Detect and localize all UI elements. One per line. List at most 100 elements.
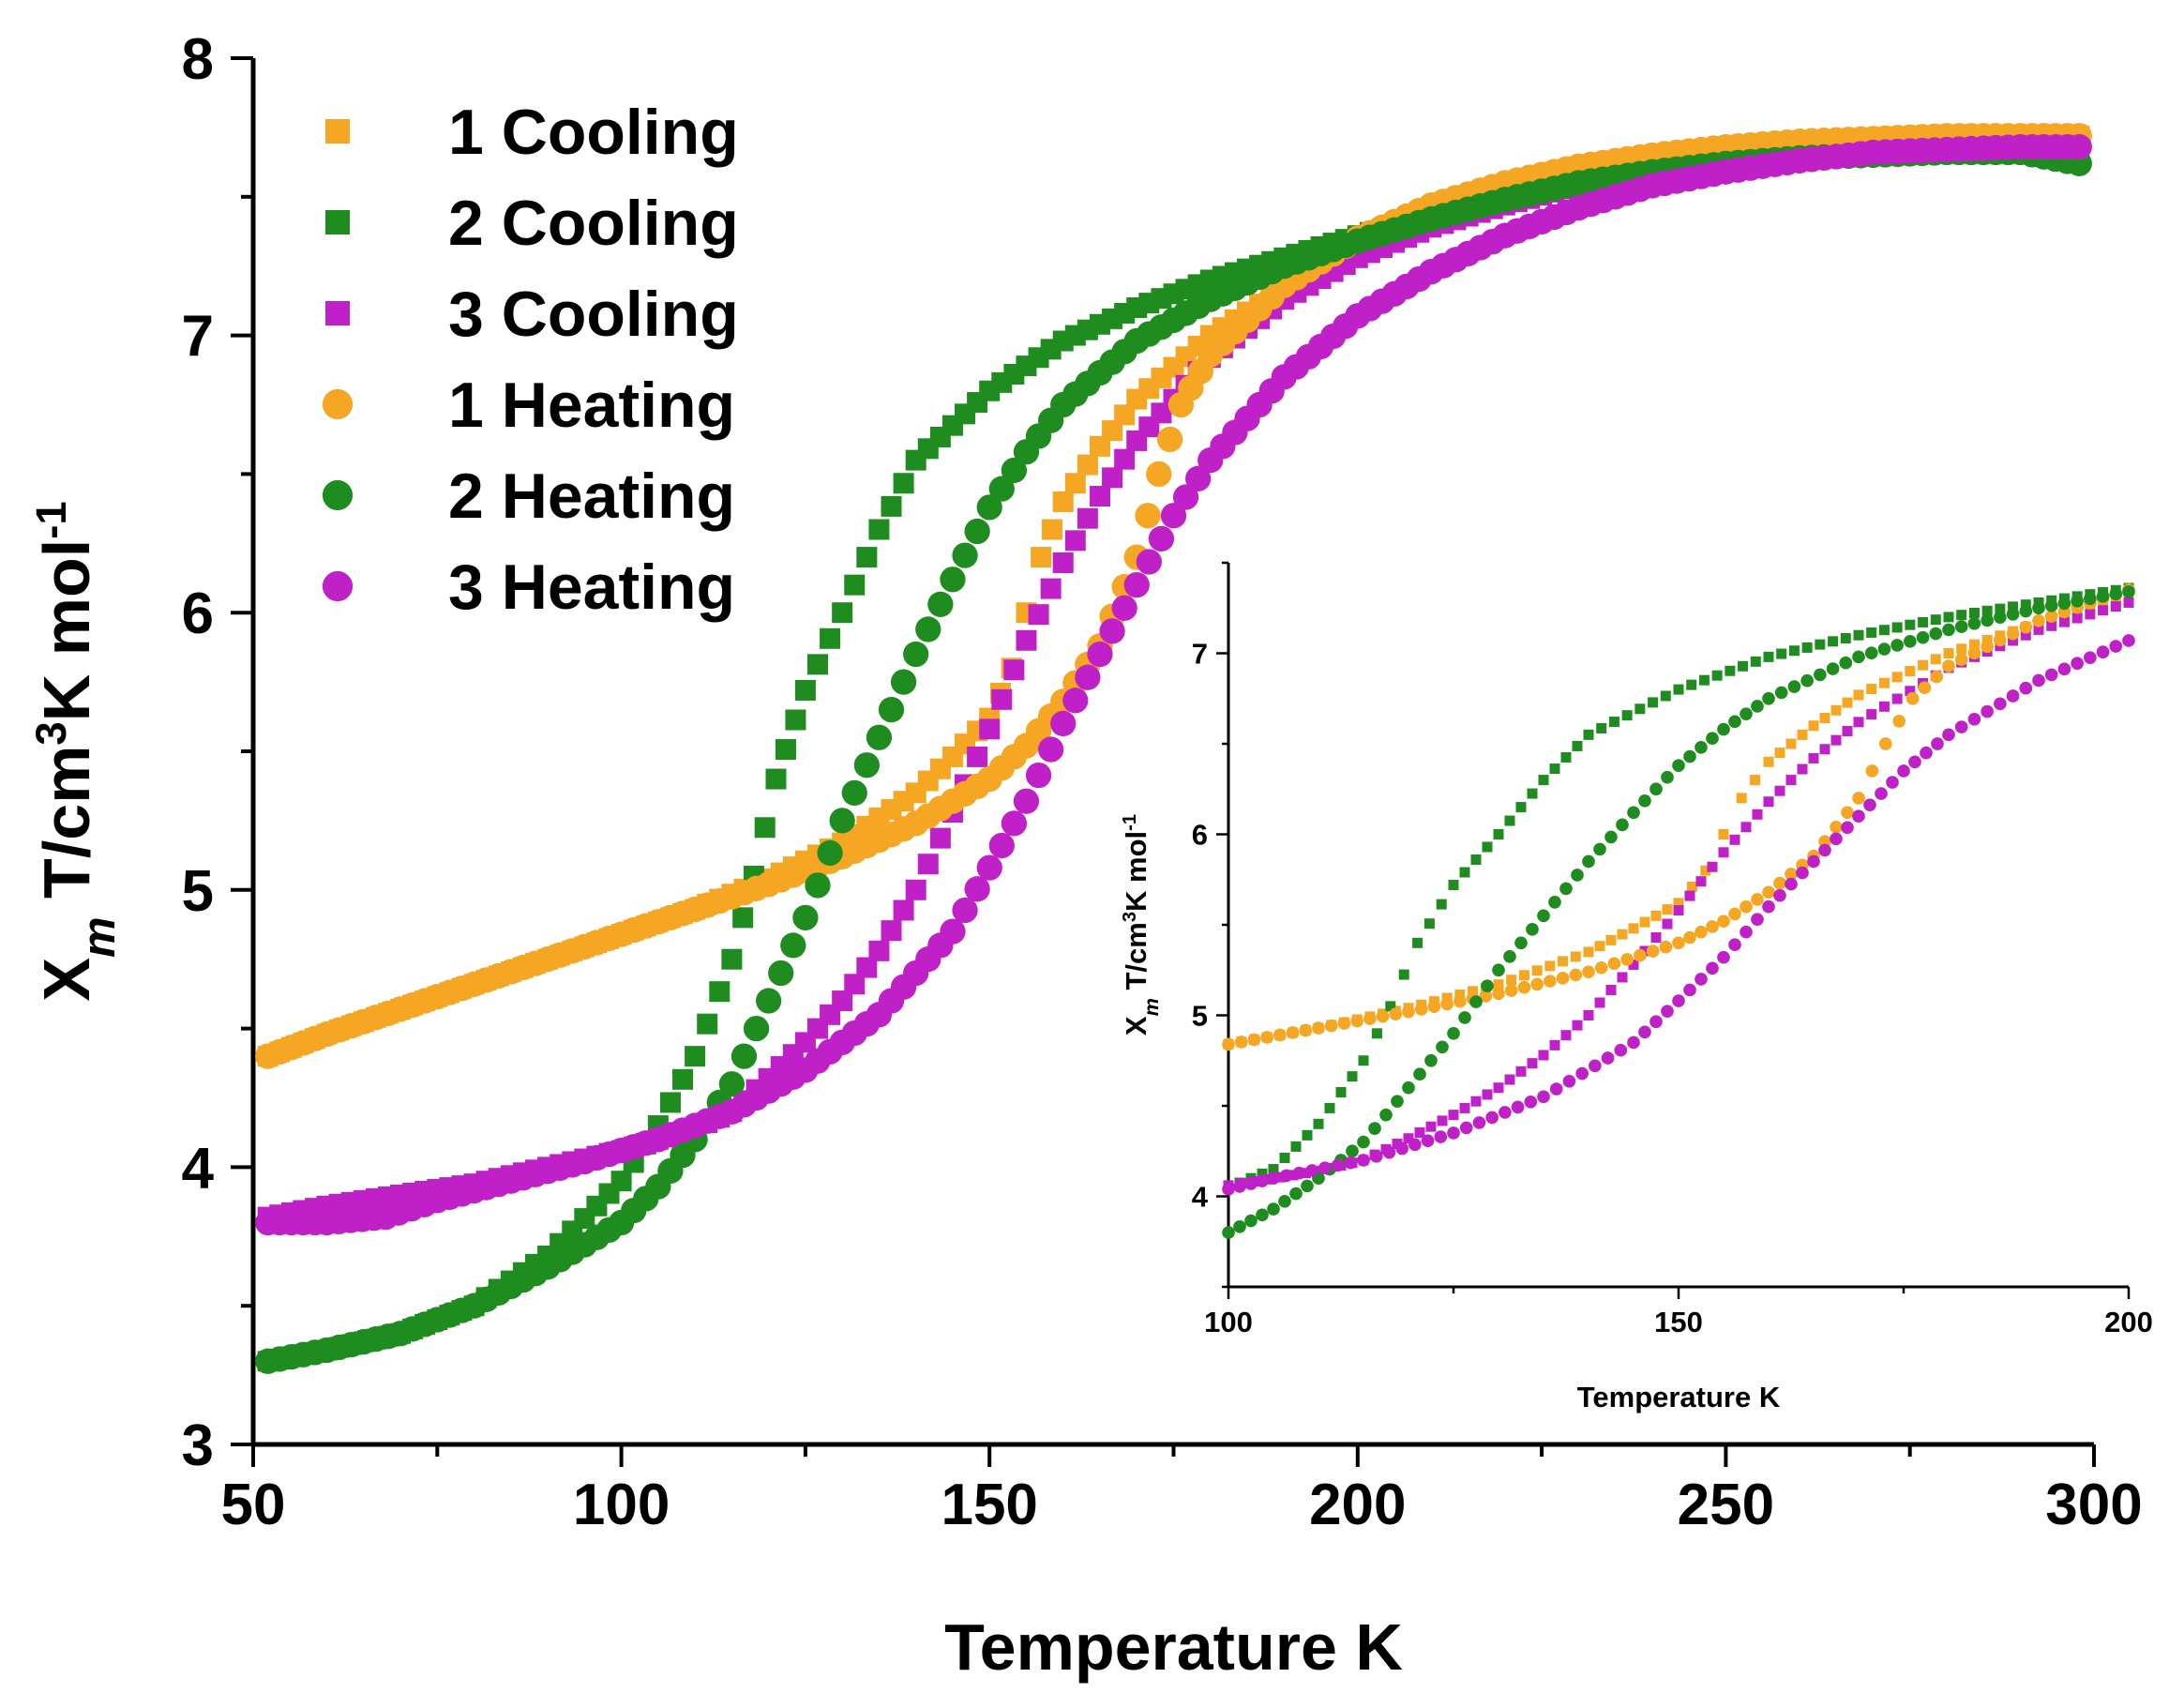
inset-data-point xyxy=(1639,916,1650,928)
inset-data-point xyxy=(2109,587,2123,601)
inset-data-point xyxy=(1751,913,1764,927)
inset-data-point xyxy=(1956,643,1967,655)
inset-data-point xyxy=(1865,764,1879,778)
inset-data-point xyxy=(1877,642,1891,656)
inset-data-point xyxy=(1290,1141,1302,1152)
inset-data-point xyxy=(1905,666,1916,677)
inset-data-point xyxy=(2006,689,2020,703)
main-data-point xyxy=(1001,810,1028,837)
inset-data-point xyxy=(1572,740,1583,751)
main-data-point xyxy=(1114,448,1136,470)
inset-data-point xyxy=(2123,597,2134,608)
inset-data-point xyxy=(1350,1014,1363,1028)
main-data-point xyxy=(1077,454,1098,476)
main-data-point xyxy=(881,495,902,517)
inset-data-point xyxy=(1556,971,1570,985)
inset-data-point xyxy=(1398,969,1409,980)
inset-data-point xyxy=(1762,885,1775,899)
inset-data-point xyxy=(1448,1110,1459,1121)
inset-data-point xyxy=(1662,918,1673,930)
main-data-point xyxy=(844,574,866,596)
inset-data-point xyxy=(1863,798,1876,811)
inset-data-point xyxy=(1738,660,1749,672)
legend-item: 2 Cooling xyxy=(325,188,739,259)
main-y-title-rest: T/cm xyxy=(30,746,103,917)
inset-data-point xyxy=(2071,657,2084,671)
main-data-point xyxy=(610,1171,632,1192)
inset-data-point xyxy=(1515,1066,1527,1077)
main-data-point xyxy=(988,832,1015,859)
main-data-point xyxy=(1037,736,1064,763)
inset-data-point xyxy=(1841,821,1854,835)
inset-data-point xyxy=(1493,979,1504,990)
inset-data-point xyxy=(1942,659,1955,673)
main-x-tick-label: 100 xyxy=(573,1473,670,1537)
inset-data-point xyxy=(1470,854,1482,866)
main-data-point xyxy=(940,567,966,593)
inset-data-point xyxy=(1968,607,1980,618)
inset-data-point xyxy=(1890,639,1904,652)
inset-data-point xyxy=(1562,1074,1576,1088)
inset-data-point xyxy=(1878,677,1890,688)
inset-data-point xyxy=(1762,691,1775,705)
inset-data-point xyxy=(1773,888,1786,902)
inset-y-tick-label: 5 xyxy=(1192,1000,1208,1033)
inset-data-point xyxy=(1408,1138,1422,1152)
inset-data-point xyxy=(1363,1012,1377,1025)
inset-x-axis-title: Temperature K xyxy=(1577,1381,1781,1413)
inset-data-point xyxy=(1649,782,1663,796)
inset-data-point xyxy=(1673,898,1684,909)
inset-data-point xyxy=(1706,961,1719,975)
inset-data-point xyxy=(1582,854,1595,869)
inset-data-point xyxy=(1728,938,1741,952)
main-data-point xyxy=(672,1068,694,1090)
inset-data-point xyxy=(1436,899,1447,910)
inset-data-point xyxy=(1549,763,1560,775)
main-data-point xyxy=(754,817,776,839)
main-data-point xyxy=(868,940,890,961)
inset-data-point xyxy=(1897,764,1910,778)
inset-data-point xyxy=(1279,1169,1293,1183)
inset-data-point xyxy=(1751,700,1764,713)
inset-data-point xyxy=(1736,793,1747,804)
inset-data-point xyxy=(2084,592,2097,606)
inset-data-point xyxy=(1570,951,1581,962)
inset-data-point xyxy=(1773,876,1786,890)
inset-data-point xyxy=(1852,792,1865,805)
main-data-point xyxy=(952,897,978,924)
inset-series-2-cooling xyxy=(1223,582,2134,1193)
inset-data-point xyxy=(1916,630,1930,644)
inset-data-point xyxy=(1763,651,1774,662)
inset-data-point xyxy=(1300,1168,1311,1179)
inset-data-point xyxy=(1620,953,1634,966)
main-data-point xyxy=(768,960,794,987)
main-data-point xyxy=(832,602,853,624)
main-data-point xyxy=(1075,664,1101,690)
inset-data-point xyxy=(1244,1214,1258,1228)
inset-data-point xyxy=(1544,960,1556,972)
inset-data-point xyxy=(1403,1133,1414,1144)
main-series-2-heating xyxy=(255,139,2092,1374)
inset-data-point xyxy=(1594,997,1605,1008)
inset-data-point xyxy=(1638,794,1651,808)
inset-data-point xyxy=(1740,899,1753,914)
main-data-point xyxy=(1156,426,1183,453)
inset-data-point xyxy=(1842,725,1853,736)
inset-data-point xyxy=(1614,1043,1628,1057)
inset-y-tick-label: 4 xyxy=(1192,1181,1209,1214)
inset-data-point xyxy=(2085,609,2096,620)
main-data-point xyxy=(1185,465,1212,491)
inset-data-point xyxy=(1357,1154,1370,1167)
inset-data-point xyxy=(1448,880,1459,891)
inset-data-point xyxy=(1929,627,1943,641)
inset-data-point xyxy=(1392,1139,1403,1150)
inset-data-point xyxy=(1454,989,1466,1000)
inset-data-point xyxy=(1740,822,1752,833)
inset-data-point xyxy=(1967,712,1981,726)
inset-data-point xyxy=(1346,1144,1359,1158)
inset-data-point xyxy=(1930,614,1941,626)
legend-data-point xyxy=(322,388,354,420)
inset-data-point xyxy=(1558,956,1569,967)
inset-data-point xyxy=(1560,751,1572,763)
inset-data-point xyxy=(1627,806,1640,820)
